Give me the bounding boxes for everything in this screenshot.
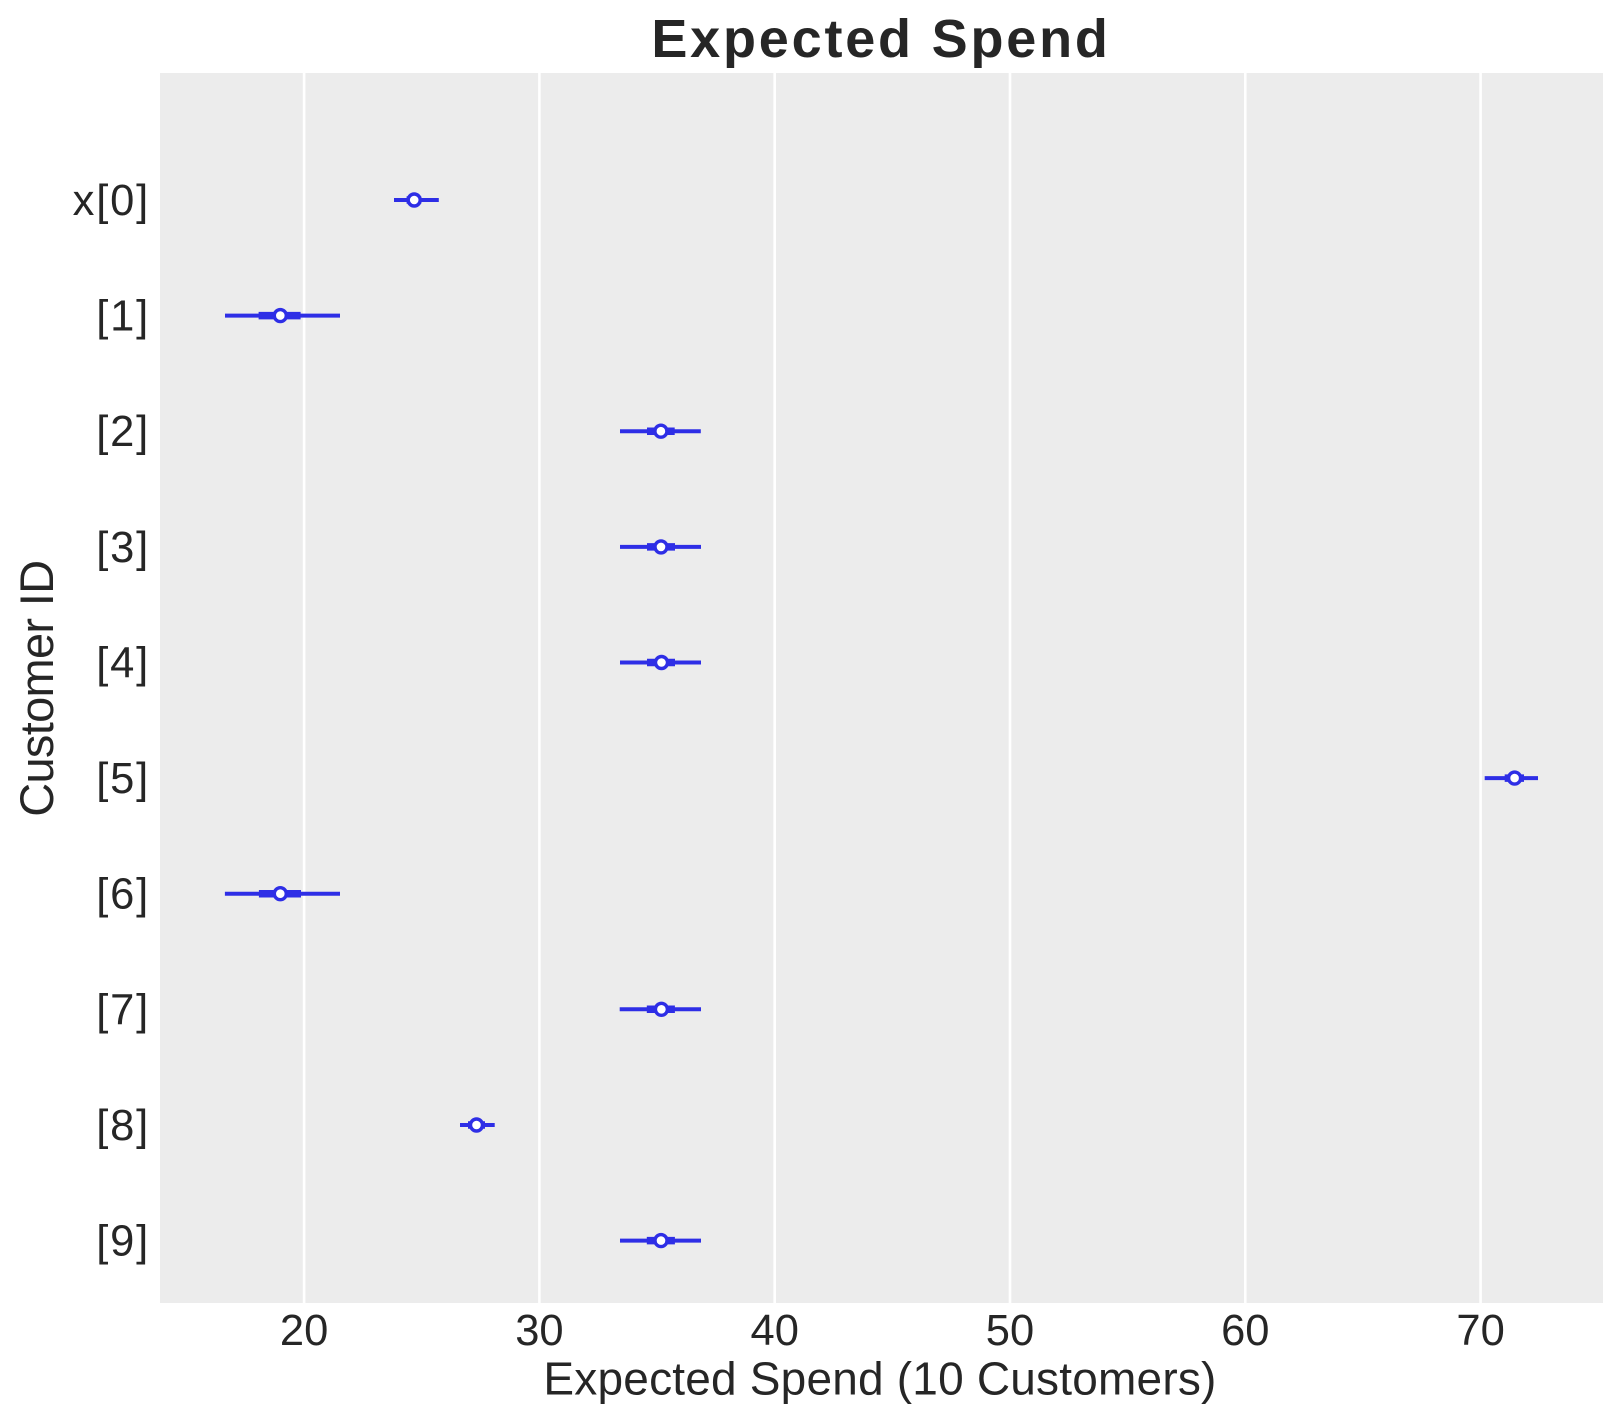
svg-text:[1]: [1]	[96, 293, 150, 341]
svg-text:[5]: [5]	[96, 755, 150, 803]
svg-text:70: 70	[1456, 1307, 1504, 1355]
svg-text:[7]: [7]	[96, 986, 150, 1034]
svg-text:40: 40	[751, 1307, 799, 1355]
svg-text:Customer ID: Customer ID	[10, 561, 63, 817]
svg-text:Expected Spend (10 Customers): Expected Spend (10 Customers)	[543, 1353, 1216, 1405]
svg-text:x[0]: x[0]	[73, 177, 150, 225]
svg-text:Expected Spend: Expected Spend	[651, 9, 1110, 69]
svg-text:[2]: [2]	[96, 408, 150, 456]
svg-text:[3]: [3]	[96, 524, 150, 572]
svg-text:20: 20	[280, 1307, 328, 1355]
svg-text:[6]: [6]	[96, 871, 150, 919]
svg-text:30: 30	[515, 1307, 563, 1355]
svg-text:50: 50	[986, 1307, 1034, 1355]
svg-text:[8]: [8]	[96, 1102, 150, 1150]
svg-text:60: 60	[1221, 1307, 1269, 1355]
svg-text:[9]: [9]	[96, 1218, 150, 1266]
svg-text:[4]: [4]	[96, 640, 150, 688]
